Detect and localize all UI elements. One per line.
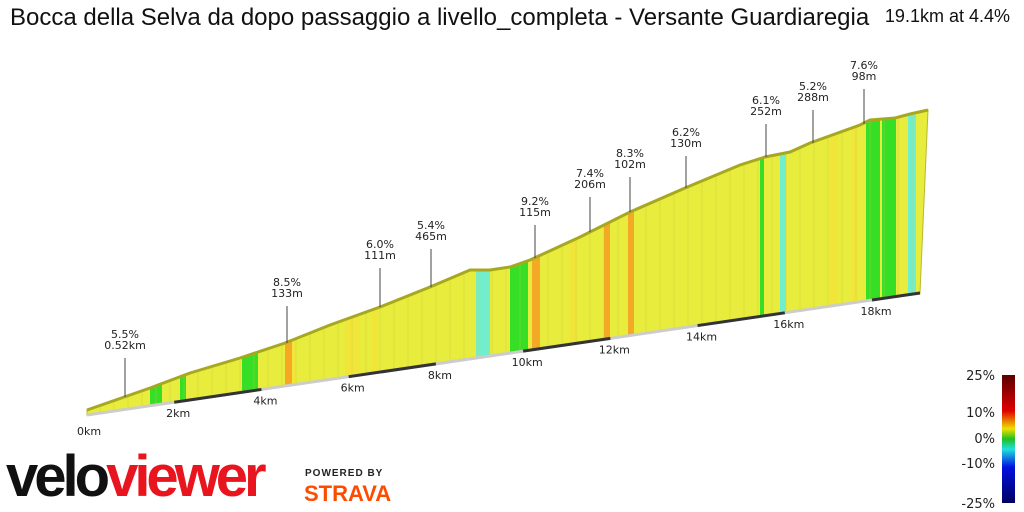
gradient-segment — [852, 125, 858, 303]
legend-color-bar — [1002, 375, 1015, 503]
gradient-segment — [760, 157, 764, 317]
distance-axis: 0km 2km 4km 6km 8km 10km 12km 14km 16km 18km — [77, 291, 921, 438]
legend-label: 0% — [974, 432, 995, 447]
profile-area — [86, 108, 929, 416]
axis-segment — [174, 387, 262, 404]
annotation-grade: 8.5% — [273, 276, 301, 289]
annotation-length: 111m — [364, 249, 396, 262]
x-tick-label: 14km — [686, 331, 717, 344]
legend-label: -25% — [961, 497, 995, 512]
annotation-length: 252m — [750, 105, 782, 118]
annotation-length: 206m — [574, 178, 606, 191]
gradient-segment — [345, 314, 360, 378]
annotation-length: 0.52km — [104, 339, 146, 352]
chart-title: Bocca della Selva da dopo passaggio a li… — [10, 4, 870, 31]
annotation-grade: 6.1% — [752, 94, 780, 107]
annotation-grade: 5.5% — [111, 328, 139, 341]
annotation-grade: 5.2% — [799, 80, 827, 93]
annotation-grade: 6.2% — [672, 126, 700, 139]
gradient-segment — [292, 338, 296, 385]
gradient-segment — [780, 152, 786, 314]
gradient-segment — [516, 260, 528, 353]
gradient-segment — [180, 374, 186, 402]
annotation-grade: 6.0% — [366, 238, 394, 251]
annotation-length: 133m — [271, 287, 303, 300]
gradient-segment — [476, 270, 490, 359]
x-tick-label: 8km — [428, 369, 452, 382]
annotation-grade: 9.2% — [521, 195, 549, 208]
summary-distance-grade: 19.1km at 4.4% — [884, 6, 1010, 26]
annotation-length: 288m — [797, 91, 829, 104]
gradient-segment — [604, 222, 610, 340]
gradient-segment — [285, 340, 292, 387]
powered-by-label: POWERED BY — [305, 468, 384, 479]
gradient-segment — [866, 119, 880, 301]
gradient-segment — [532, 255, 540, 350]
x-tick-label: 16km — [773, 318, 804, 331]
gradient-segment — [570, 237, 578, 345]
x-tick-label: 18km — [860, 305, 891, 318]
axis-segment — [348, 362, 437, 379]
annotation-grade: 7.4% — [576, 167, 604, 180]
annotation-length: 130m — [670, 137, 702, 150]
x-tick-label: 4km — [253, 394, 277, 407]
annotation-length: 98m — [852, 70, 877, 83]
annotation-length: 102m — [614, 158, 646, 171]
legend-label: -10% — [961, 457, 995, 472]
gradient-segment — [830, 132, 838, 307]
profile-top-edge — [86, 108, 929, 412]
axis-segment — [522, 336, 611, 353]
gradient-legend: 25% 10% 0% -10% -25% — [961, 369, 1015, 512]
gradient-segment — [510, 264, 516, 354]
x-tick-label: 10km — [512, 356, 543, 369]
profile-fill — [86, 109, 929, 416]
veloviewer-logo: veloviewer — [6, 444, 267, 509]
legend-label: 10% — [966, 406, 995, 421]
gradient-segment — [628, 210, 634, 336]
annotation-grade: 7.6% — [850, 59, 878, 72]
legend-label: 25% — [966, 369, 995, 384]
annotation-grade: 5.4% — [417, 219, 445, 232]
gradient-segment — [882, 117, 896, 299]
axis-segment — [697, 311, 786, 328]
gradient-segment — [372, 307, 378, 374]
annotation-length: 115m — [519, 206, 551, 219]
x-tick-label: 2km — [166, 407, 190, 420]
annotations: 5.5%0.52km 8.5%133m 6.0%111m 5.4%465m 9.2%11… — [104, 59, 878, 397]
x-tick-label: 12km — [599, 343, 630, 356]
strava-logo: STRAVA — [304, 481, 392, 506]
x-tick-label: 0km — [77, 425, 101, 438]
annotation-length: 465m — [415, 230, 447, 243]
annotation-grade: 8.3% — [616, 147, 644, 160]
axis-segment — [871, 291, 921, 302]
x-tick-label: 6km — [341, 382, 365, 395]
